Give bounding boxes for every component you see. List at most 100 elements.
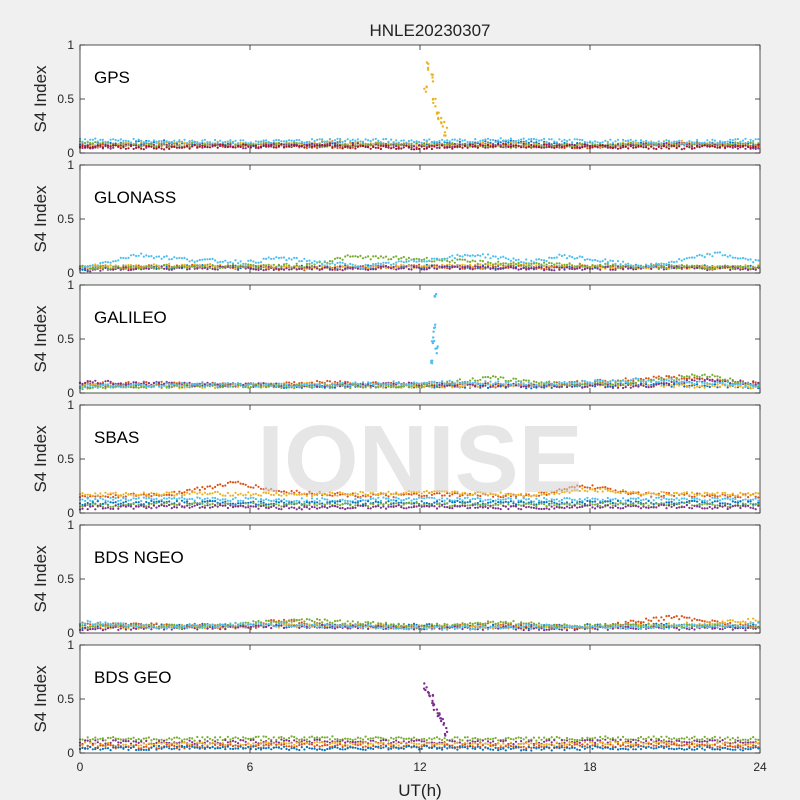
data-point <box>471 377 474 380</box>
data-point <box>479 139 482 142</box>
data-point <box>573 144 576 147</box>
data-point <box>583 385 587 388</box>
data-point <box>124 386 127 389</box>
data-point <box>670 264 673 267</box>
data-point <box>611 263 615 266</box>
data-point <box>333 144 337 147</box>
data-point <box>594 140 597 143</box>
data-point <box>703 267 706 270</box>
data-point <box>137 382 140 386</box>
data-point <box>214 266 217 269</box>
data-point <box>757 143 760 146</box>
data-point <box>285 262 288 265</box>
data-point <box>328 262 331 265</box>
data-point <box>285 385 288 388</box>
data-point <box>576 380 579 383</box>
data-point <box>308 386 311 389</box>
data-point <box>282 140 286 143</box>
data-point <box>708 379 711 382</box>
data-point <box>339 265 342 268</box>
data-point <box>254 383 257 386</box>
data-point <box>247 142 250 145</box>
data-point <box>749 386 752 389</box>
data-point <box>647 386 650 389</box>
data-point <box>680 259 683 262</box>
data-point <box>606 140 609 143</box>
figure-title: HNLE20230307 <box>370 21 491 40</box>
data-point <box>285 142 288 145</box>
data-point <box>499 376 502 379</box>
data-point <box>734 265 737 268</box>
data-point <box>140 141 143 144</box>
data-point <box>160 144 163 148</box>
data-point <box>629 386 632 389</box>
data-point <box>522 137 525 140</box>
data-point <box>448 260 451 264</box>
data-point <box>522 261 525 264</box>
data-point <box>175 141 178 144</box>
data-point <box>214 382 217 385</box>
data-point <box>168 382 171 385</box>
data-point <box>219 382 222 385</box>
data-point <box>418 258 421 261</box>
data-point <box>193 143 196 147</box>
data-point <box>517 141 520 144</box>
data-point <box>548 138 551 141</box>
data-point <box>94 383 97 386</box>
data-point <box>675 142 678 145</box>
data-point <box>282 146 286 149</box>
data-point <box>94 141 97 144</box>
data-point <box>594 258 597 262</box>
data-point <box>229 265 232 268</box>
data-point <box>252 382 255 385</box>
data-point <box>486 261 490 264</box>
data-point <box>99 138 102 141</box>
data-point <box>390 147 393 150</box>
data-point <box>344 255 347 258</box>
data-point <box>341 265 344 268</box>
data-point <box>599 144 602 147</box>
data-point <box>752 139 755 143</box>
spike-point <box>427 62 430 65</box>
data-point <box>499 256 502 259</box>
data-point <box>127 140 130 143</box>
data-point <box>530 382 533 385</box>
data-point <box>581 268 584 271</box>
data-point <box>321 145 324 149</box>
data-point <box>629 138 632 141</box>
data-point <box>532 142 536 145</box>
data-point <box>333 142 337 145</box>
data-point <box>522 379 525 382</box>
data-point <box>326 266 329 269</box>
data-point <box>336 146 339 150</box>
data-point <box>163 384 166 387</box>
data-point <box>736 381 740 384</box>
data-point <box>517 268 520 271</box>
data-point <box>145 145 148 148</box>
data-point <box>377 146 380 149</box>
data-point <box>188 381 191 384</box>
data-point <box>576 267 579 270</box>
data-point <box>91 142 94 145</box>
y-tick-label: 1 <box>67 38 74 52</box>
data-point <box>680 377 683 380</box>
data-point <box>706 144 709 147</box>
data-point <box>114 142 117 145</box>
data-point <box>367 139 370 142</box>
data-point <box>571 143 574 146</box>
data-point <box>196 382 199 385</box>
data-point <box>229 145 232 148</box>
data-point <box>173 145 176 148</box>
data-point <box>328 380 331 383</box>
data-point <box>446 267 449 270</box>
data-point <box>535 258 538 261</box>
data-point <box>206 145 209 149</box>
data-point <box>489 267 492 270</box>
data-point <box>527 379 530 382</box>
data-point <box>275 385 278 388</box>
data-point <box>186 382 189 385</box>
data-point <box>99 144 102 147</box>
data-point <box>397 267 400 270</box>
data-point <box>208 384 212 387</box>
data-point <box>466 146 469 149</box>
